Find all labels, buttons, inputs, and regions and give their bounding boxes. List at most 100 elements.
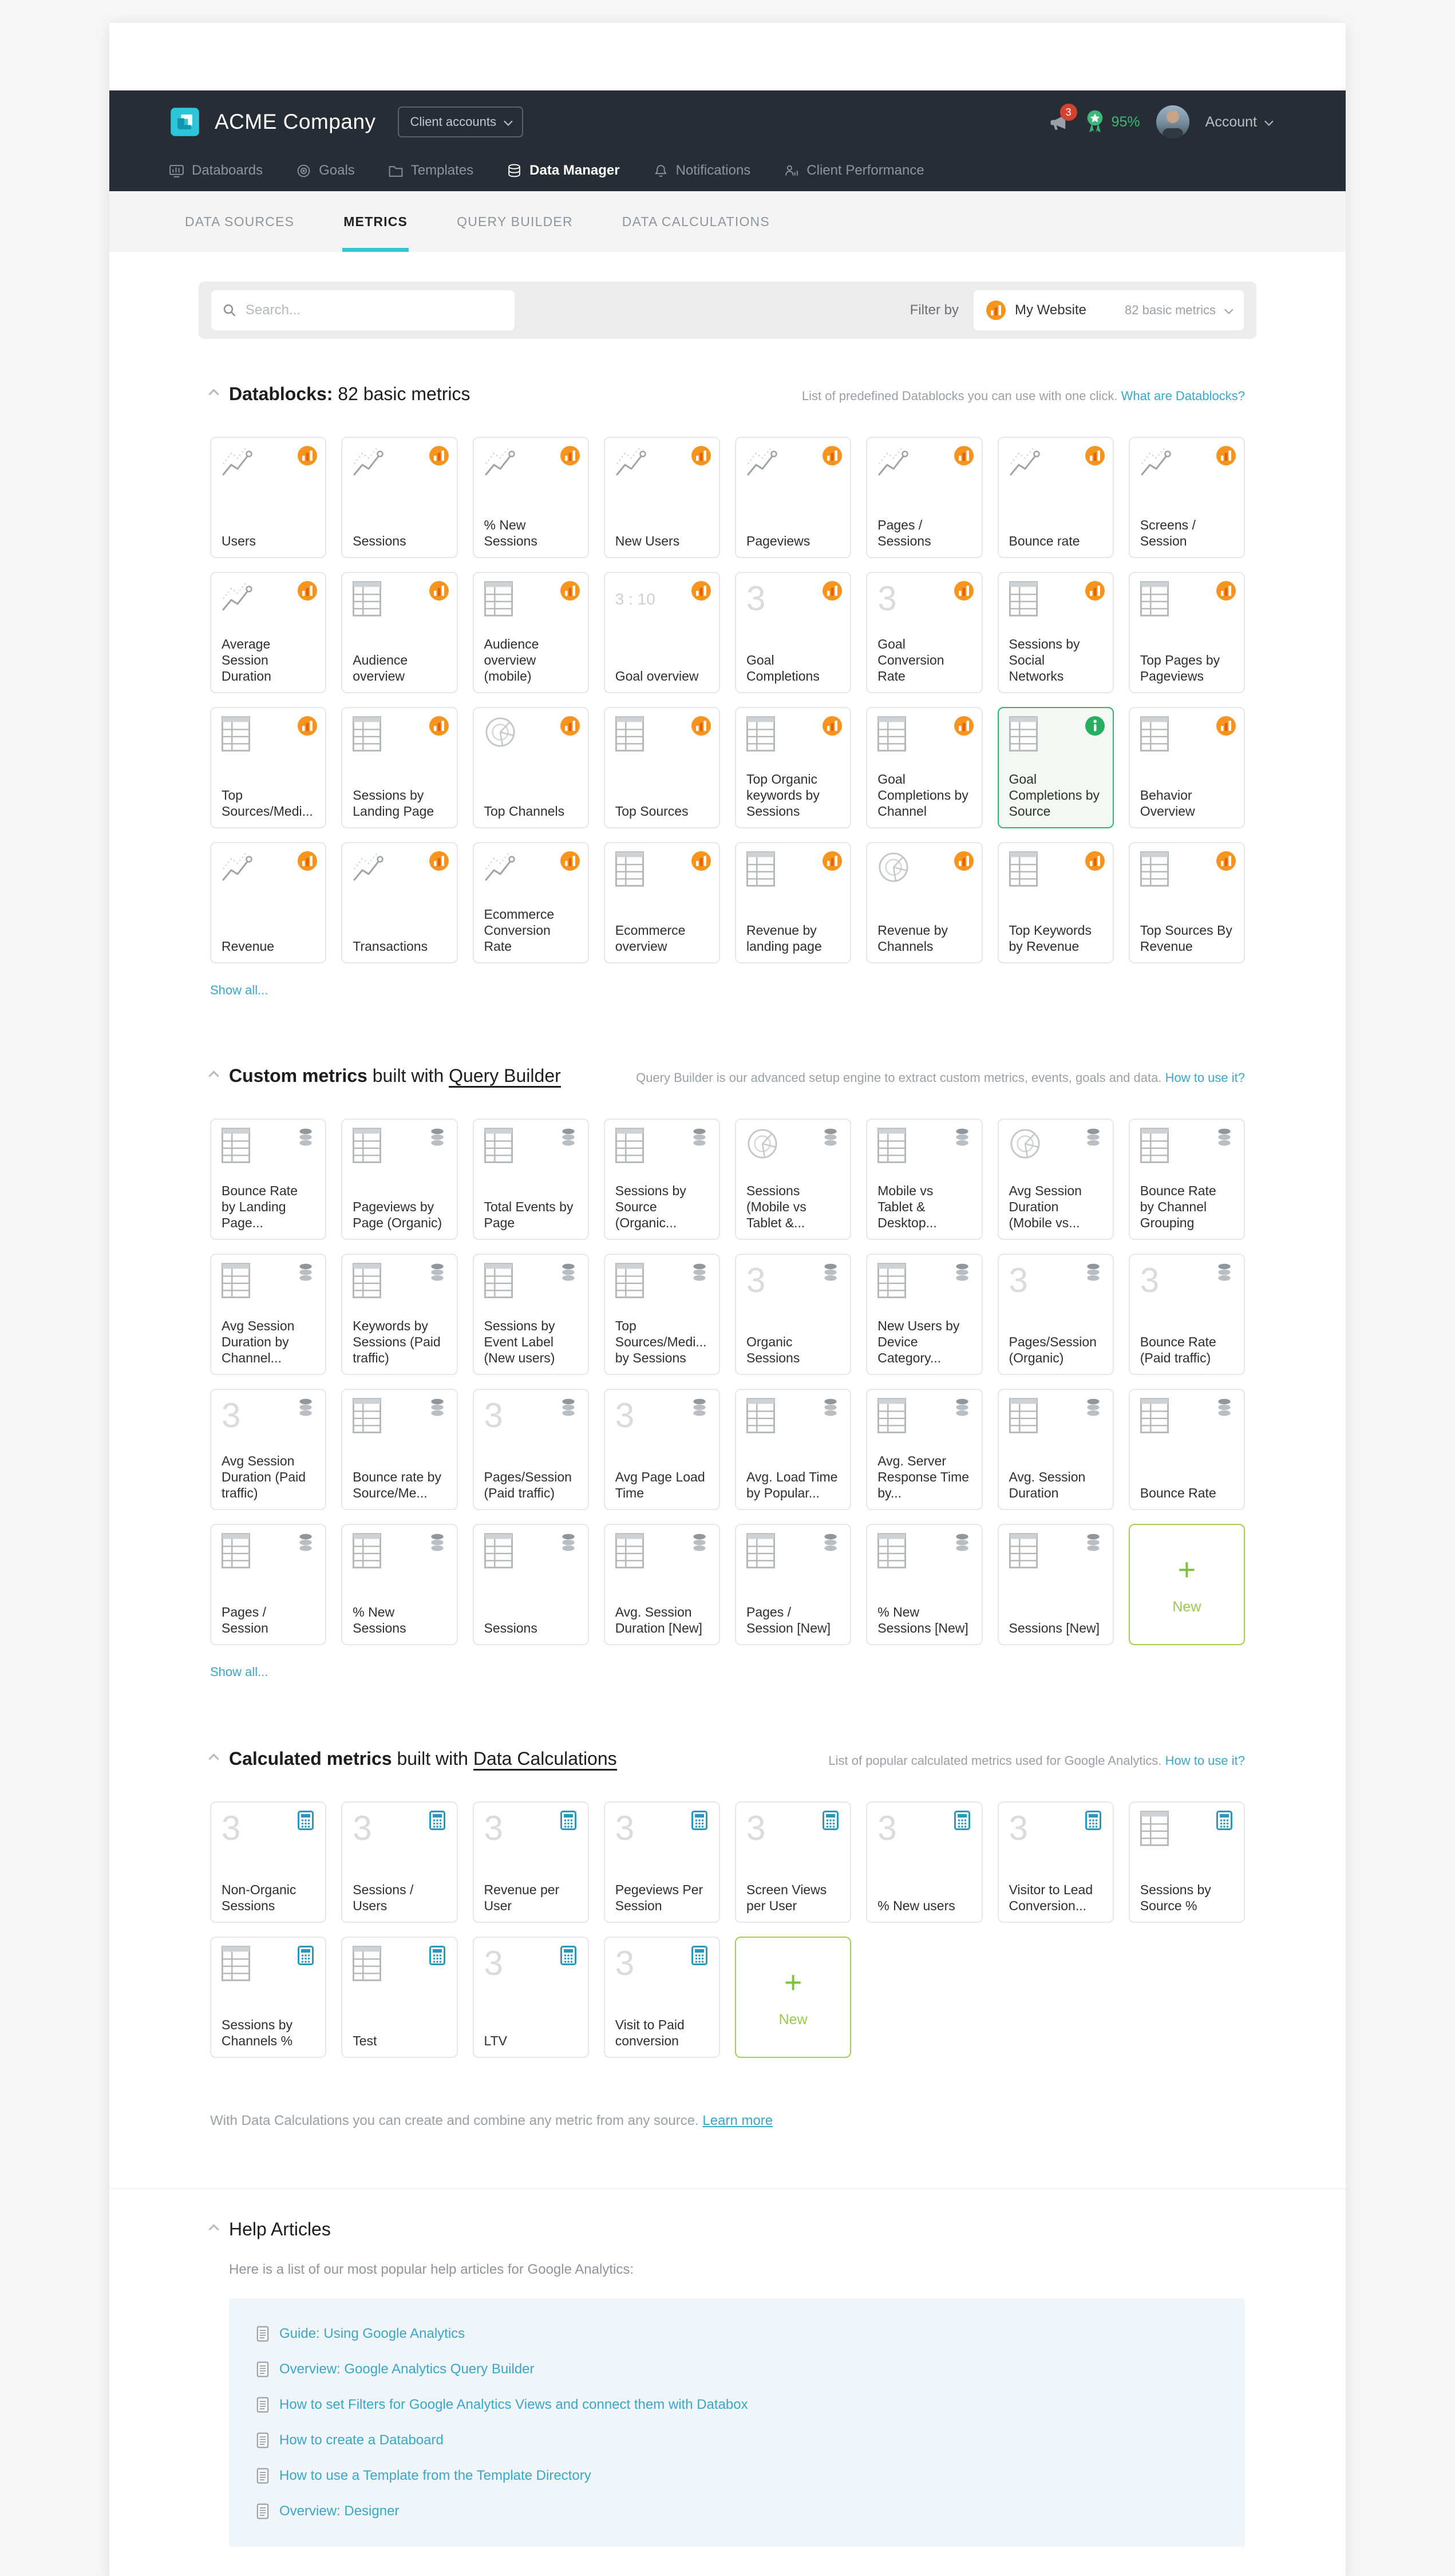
nav-templates[interactable]: Templates bbox=[388, 163, 473, 179]
metric-card[interactable]: 3 3 : 10 + bbox=[341, 1119, 458, 1240]
collapse-caret[interactable] bbox=[208, 1753, 219, 1764]
metric-card[interactable]: 3 3 : 10 + bbox=[866, 572, 983, 693]
databox-logo[interactable] bbox=[169, 106, 201, 138]
metric-card[interactable]: 3 3 : 10 + bbox=[472, 572, 589, 693]
nav-client-performance[interactable]: Client Performance bbox=[784, 163, 924, 179]
metric-card[interactable]: 3 3 : 10 + bbox=[603, 1389, 720, 1510]
metric-card[interactable]: 3 3 : 10 + bbox=[997, 842, 1114, 963]
help-article-link[interactable]: Overview: Google Analytics Query Builder bbox=[256, 2357, 1217, 2382]
metric-card[interactable]: 3 3 : 10 + bbox=[472, 437, 589, 558]
metric-card[interactable]: 3 3 : 10 + bbox=[1128, 1119, 1245, 1240]
metric-card[interactable]: 3 3 : 10 + bbox=[603, 1119, 720, 1240]
client-accounts-button[interactable]: Client accounts bbox=[397, 106, 523, 137]
metric-card[interactable]: 3 3 : 10 + bbox=[341, 1524, 458, 1645]
metric-card[interactable]: 3 3 : 10 + bbox=[1128, 1524, 1245, 1645]
metric-card[interactable]: 3 3 : 10 + bbox=[997, 1524, 1114, 1645]
how-to-use-it-link[interactable]: How to use it? bbox=[1165, 1070, 1245, 1085]
metric-card[interactable]: 3 3 : 10 + bbox=[1128, 572, 1245, 693]
metric-card[interactable]: 3 3 : 10 + bbox=[210, 1389, 327, 1510]
nav-data-manager[interactable]: Data Manager bbox=[507, 163, 620, 179]
metric-card[interactable]: 3 3 : 10 + bbox=[1128, 1389, 1245, 1510]
metric-card[interactable]: 3 3 : 10 + bbox=[997, 1119, 1114, 1240]
metric-card[interactable]: 3 3 : 10 + bbox=[603, 1524, 720, 1645]
metric-card[interactable]: 3 3 : 10 + bbox=[866, 1254, 983, 1375]
metric-card[interactable]: 3 3 : 10 + bbox=[735, 842, 852, 963]
metric-card[interactable]: 3 3 : 10 + bbox=[210, 1254, 327, 1375]
metric-card[interactable]: 3 3 : 10 + bbox=[210, 572, 327, 693]
help-article-link[interactable]: How to use a Template from the Template … bbox=[256, 2463, 1217, 2488]
collapse-caret[interactable] bbox=[208, 2224, 219, 2235]
metric-card[interactable]: 3 3 : 10 + bbox=[997, 707, 1114, 828]
help-article-link[interactable]: How to set Filters for Google Analytics … bbox=[256, 2392, 1217, 2417]
metric-card[interactable]: 3 3 : 10 + bbox=[735, 1524, 852, 1645]
tab-metrics[interactable]: METRICS bbox=[342, 191, 409, 252]
show-all-link[interactable]: Show all... bbox=[210, 1665, 268, 1679]
metric-card[interactable]: 3 3 : 10 + bbox=[1128, 1254, 1245, 1375]
query-builder-link[interactable]: Query Builder bbox=[449, 1065, 561, 1088]
help-article-link[interactable]: Guide: Using Google Analytics bbox=[256, 2321, 1217, 2346]
metric-card[interactable]: 3 3 : 10 + bbox=[210, 707, 327, 828]
metric-card[interactable]: 3 3 : 10 + bbox=[210, 1937, 327, 2058]
metric-card[interactable]: 3 3 : 10 + bbox=[472, 1801, 589, 1923]
metric-card[interactable]: 3 3 : 10 + bbox=[735, 1937, 852, 2058]
metric-card[interactable]: 3 3 : 10 + bbox=[210, 1119, 327, 1240]
account-menu[interactable]: Account bbox=[1205, 114, 1274, 131]
metric-card[interactable]: 3 3 : 10 + bbox=[472, 1524, 589, 1645]
metric-card[interactable]: 3 3 : 10 + bbox=[603, 842, 720, 963]
metric-card[interactable]: 3 3 : 10 + bbox=[866, 707, 983, 828]
avatar[interactable] bbox=[1156, 105, 1189, 139]
show-all-link[interactable]: Show all... bbox=[210, 983, 268, 997]
metric-card[interactable]: 3 3 : 10 + bbox=[341, 572, 458, 693]
metric-card[interactable]: 3 3 : 10 + bbox=[735, 1254, 852, 1375]
metric-card[interactable]: 3 3 : 10 + bbox=[603, 437, 720, 558]
metric-card[interactable]: 3 3 : 10 + bbox=[472, 842, 589, 963]
metric-card[interactable]: 3 3 : 10 + bbox=[210, 1801, 327, 1923]
metric-card[interactable]: 3 3 : 10 + bbox=[472, 1937, 589, 2058]
tab-data-sources[interactable]: DATA SOURCES bbox=[185, 214, 295, 229]
tab-query-builder[interactable]: QUERY BUILDER bbox=[457, 214, 573, 229]
metric-card[interactable]: 3 3 : 10 + bbox=[210, 1524, 327, 1645]
metric-card[interactable]: 3 3 : 10 + bbox=[1128, 437, 1245, 558]
metric-card[interactable]: 3 3 : 10 + bbox=[1128, 1801, 1245, 1923]
nav-databoards[interactable]: Databoards bbox=[169, 163, 263, 179]
metric-card[interactable]: 3 3 : 10 + bbox=[341, 1254, 458, 1375]
metric-card[interactable]: 3 3 : 10 + bbox=[866, 1801, 983, 1923]
metric-card[interactable]: 3 3 : 10 + bbox=[1128, 707, 1245, 828]
metric-card[interactable]: 3 3 : 10 + bbox=[472, 1389, 589, 1510]
metric-card[interactable]: 3 3 : 10 + bbox=[603, 1937, 720, 2058]
search-input[interactable] bbox=[245, 302, 503, 318]
learn-more-link[interactable]: Learn more bbox=[702, 2113, 773, 2128]
metric-card[interactable]: 3 3 : 10 + bbox=[735, 437, 852, 558]
metric-card[interactable]: 3 3 : 10 + bbox=[997, 1389, 1114, 1510]
metric-card[interactable]: 3 3 : 10 + bbox=[735, 1389, 852, 1510]
metric-card[interactable]: 3 3 : 10 + bbox=[341, 707, 458, 828]
metric-card[interactable]: 3 3 : 10 + bbox=[341, 842, 458, 963]
how-to-use-it-link[interactable]: How to use it? bbox=[1165, 1753, 1245, 1768]
nav-notifications[interactable]: Notifications bbox=[653, 163, 750, 179]
tab-data-calculations[interactable]: DATA CALCULATIONS bbox=[622, 214, 770, 229]
metric-card[interactable]: 3 3 : 10 + bbox=[472, 707, 589, 828]
metric-card[interactable]: 3 3 : 10 + bbox=[603, 707, 720, 828]
collapse-caret[interactable] bbox=[208, 389, 219, 400]
metric-card[interactable]: 3 3 : 10 + bbox=[735, 572, 852, 693]
metric-card[interactable]: 3 3 : 10 + bbox=[603, 1254, 720, 1375]
filter-dropdown[interactable]: My Website 82 basic metrics bbox=[974, 290, 1244, 330]
data-calculations-link[interactable]: Data Calculations bbox=[473, 1748, 617, 1771]
metric-card[interactable]: 3 3 : 10 + bbox=[997, 1801, 1114, 1923]
metric-card[interactable]: 3 3 : 10 + bbox=[997, 572, 1114, 693]
metric-card[interactable]: 3 3 : 10 + bbox=[341, 1937, 458, 2058]
metric-card[interactable]: 3 3 : 10 + bbox=[866, 1524, 983, 1645]
metric-card[interactable]: 3 3 : 10 + bbox=[1128, 842, 1245, 963]
metric-card[interactable]: 3 3 : 10 + bbox=[603, 1801, 720, 1923]
metric-card[interactable]: 3 3 : 10 + bbox=[735, 1801, 852, 1923]
metric-card[interactable]: 3 3 : 10 + bbox=[866, 842, 983, 963]
metric-card[interactable]: 3 3 : 10 + bbox=[735, 1119, 852, 1240]
metric-card[interactable]: 3 3 : 10 + bbox=[603, 572, 720, 693]
metric-card[interactable]: 3 3 : 10 + bbox=[210, 437, 327, 558]
what-are-datablocks-link[interactable]: What are Datablocks? bbox=[1121, 389, 1245, 403]
metric-card[interactable]: 3 3 : 10 + bbox=[472, 1254, 589, 1375]
account-health[interactable]: 95% bbox=[1085, 110, 1140, 134]
nav-goals[interactable]: Goals bbox=[296, 163, 355, 179]
metric-card[interactable]: 3 3 : 10 + bbox=[210, 842, 327, 963]
metric-card[interactable]: 3 3 : 10 + bbox=[997, 1254, 1114, 1375]
